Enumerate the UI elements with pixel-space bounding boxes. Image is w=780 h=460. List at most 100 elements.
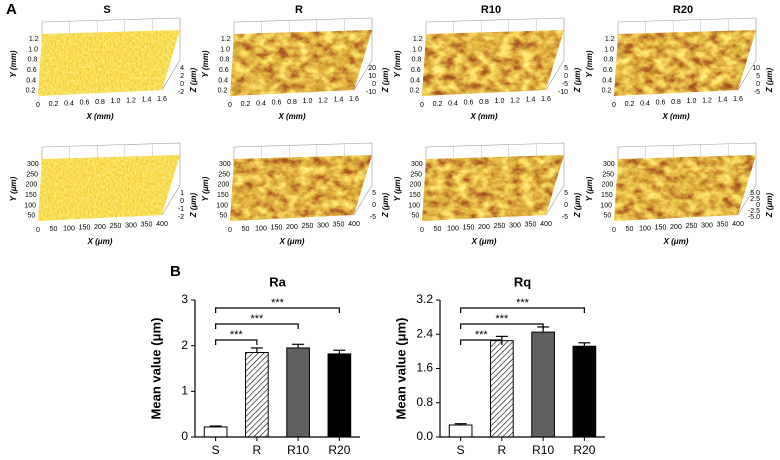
y-tick-label: 50 (220, 213, 228, 220)
x-tick-label: 0 (228, 227, 232, 234)
x-tick-label: 0.8 (479, 99, 489, 106)
x-tick-label: 1.4 (334, 97, 344, 104)
x-tick-label: 0.8 (287, 99, 297, 106)
x-axis-label: X (mm) (277, 112, 305, 121)
y-tick-label: 0.6 (411, 67, 421, 74)
plot-title: R20 (673, 4, 693, 16)
significance-label: *** (250, 313, 264, 325)
y-tick-label: 200 (26, 182, 38, 189)
chart-title: Rq (514, 274, 531, 289)
y-tick-label: 1.2 (221, 36, 231, 43)
x-tick-label: 300 (701, 222, 713, 229)
z-tick-label: 2 (180, 73, 184, 80)
y-tick-label: 1.0 (220, 46, 230, 53)
x-tick-label: 150 (79, 225, 91, 232)
x-tick-label: R10 (287, 443, 309, 455)
y-tick-label: 250 (26, 171, 38, 178)
z-tick-label: 0 (180, 198, 184, 205)
x-tick-label: 150 (655, 225, 667, 232)
bar (448, 424, 473, 438)
y-tick-label: 3.2 (416, 292, 433, 306)
z-tick-label: -1 (178, 206, 184, 213)
y-tick-label: 100 (408, 202, 420, 209)
significance-label: *** (516, 297, 530, 309)
z-tick-label: 5.0 (750, 190, 760, 197)
x-axis-label: X (μm) (663, 237, 689, 246)
axes (439, 300, 605, 438)
x-axis-label: X (μm) (471, 237, 497, 246)
y-tick-label: 1.0 (604, 46, 614, 53)
z-tick-label: 2.5 (750, 196, 760, 203)
y-tick-label: 0.6 (219, 67, 229, 74)
x-tick-label: 0.6 (80, 100, 90, 107)
y-axis-label: Y (mm) (9, 50, 18, 77)
y-tick-label: 1.2 (413, 36, 423, 43)
y-tick-label: 0.8 (220, 57, 230, 64)
z-tick-label: 0 (564, 202, 568, 209)
x-tick-label: 100 (63, 225, 75, 232)
x-axis-label: X (mm) (469, 112, 497, 121)
y-tick-label: 0.8 (416, 395, 433, 409)
z-axis-label: Z (μm) (573, 192, 582, 218)
y-tick-label: 0.6 (603, 67, 613, 74)
x-tick-label: 0.2 (49, 101, 59, 108)
z-tick-label: 0 (564, 73, 568, 80)
x-tick-label: 350 (333, 222, 345, 229)
y-tick-label: 100 (600, 202, 612, 209)
x-tick-label: 0 (612, 102, 616, 109)
y-tick-label: 0.2 (26, 88, 36, 95)
y-axis-label: Y (mm) (393, 50, 402, 77)
chart-title: Ra (269, 274, 286, 289)
y-tick-label: 200 (602, 182, 614, 189)
x-tick-label: 1.0 (111, 98, 121, 105)
significance-bracket (215, 323, 299, 329)
y-tick-label: 0.2 (218, 88, 228, 95)
x-tick-label: 1.6 (349, 96, 359, 103)
x-tick-label: 100 (639, 225, 651, 232)
z-tick-label: -2 (178, 214, 184, 221)
z-axis-label: Z (μm) (381, 192, 390, 218)
x-tick-label: 0.4 (256, 100, 266, 107)
plot-title: R10 (481, 4, 501, 16)
y-tick-label: 0.4 (26, 77, 36, 84)
z-tick-label: 5 (756, 73, 760, 80)
significance-bracket (215, 307, 340, 313)
x-tick-label: 1.2 (510, 97, 520, 104)
y-tick-label: 300 (27, 161, 39, 168)
z-tick-label: -10 (366, 89, 376, 96)
x-tick-label: 400 (348, 221, 360, 228)
significance-label: *** (230, 329, 244, 341)
x-tick-label: 1.6 (541, 96, 551, 103)
z-axis-label: Z (μm) (381, 67, 390, 93)
x-tick-label: 0.6 (656, 100, 666, 107)
significance-bracket (460, 323, 544, 329)
y-tick-label: 50 (412, 213, 420, 220)
y-axis-label: Y (μm) (585, 176, 594, 201)
x-tick-label: 0 (228, 102, 232, 109)
z-tick-label: 0 (180, 81, 184, 88)
bar (572, 345, 597, 438)
x-tick-label: 50 (626, 226, 634, 233)
x-tick-label: 50 (242, 226, 250, 233)
x-tick-label: 350 (717, 222, 729, 229)
x-tick-label: 400 (156, 221, 168, 228)
y-tick-label: 1.0 (412, 46, 422, 53)
z-tick-label: -10 (558, 89, 568, 96)
panel-label: B (170, 263, 181, 280)
z-axis-label: Z (μm) (765, 67, 774, 93)
x-tick-label: 200 (286, 224, 298, 231)
y-tick-label: 1.6 (416, 361, 433, 375)
surface (38, 30, 180, 96)
y-tick-label: 1.0 (28, 46, 38, 53)
y-tick-label: 150 (409, 192, 421, 199)
z-tick-label: -5 (370, 214, 376, 221)
x-tick-label: 350 (525, 222, 537, 229)
y-tick-label: 0.0 (416, 429, 433, 443)
panel-label: A (6, 1, 17, 18)
z-tick-label: 0 (372, 81, 376, 88)
z-axis-label: Z (μm) (573, 67, 582, 93)
y-axis-label: Y (mm) (585, 50, 594, 77)
z-tick-label: 5 (564, 65, 568, 72)
x-tick-label: 0.6 (464, 100, 474, 107)
